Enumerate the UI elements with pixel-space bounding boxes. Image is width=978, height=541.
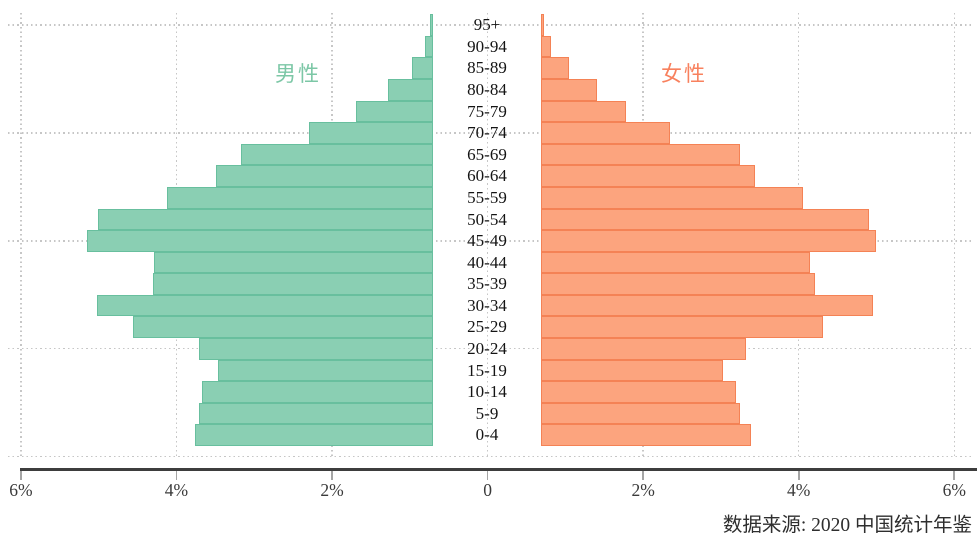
- male-bar: [309, 122, 434, 144]
- female-bar: [540, 316, 823, 338]
- male-bar: [152, 273, 434, 295]
- x-axis-tick: [175, 471, 178, 480]
- female-bar: [540, 14, 545, 36]
- age-group-label: 60-64: [467, 166, 507, 186]
- male-bar: [240, 143, 434, 166]
- x-tick-label: 0: [483, 480, 492, 500]
- female-bar: [540, 251, 810, 274]
- male-bar: [218, 359, 434, 382]
- gridline-vertical: [20, 13, 22, 457]
- age-group-label: 10-14: [467, 382, 507, 402]
- age-group-label: 90-94: [467, 36, 507, 56]
- age-group-label: 55-59: [467, 187, 507, 207]
- male-bar: [154, 251, 434, 274]
- age-group-label: 0-4: [475, 425, 499, 445]
- age-group-label: 80-84: [467, 80, 507, 100]
- x-tick-label: 6%: [942, 480, 966, 500]
- x-tick-label: 4%: [787, 480, 811, 500]
- age-group-label: 40-44: [467, 252, 507, 272]
- x-axis-line: [20, 468, 977, 472]
- female-bar: [540, 294, 874, 317]
- x-axis-tick: [331, 471, 333, 480]
- male-bar: [167, 186, 434, 209]
- gridline-horizontal: [8, 240, 973, 242]
- male-bar: [388, 79, 434, 101]
- female-bar: [540, 35, 551, 58]
- female-bar: [540, 143, 741, 166]
- male-bar: [98, 208, 434, 231]
- female-bar: [540, 424, 751, 446]
- x-axis-tick: [20, 471, 22, 480]
- age-group-label: 45-49: [467, 231, 507, 251]
- female-bar: [540, 208, 869, 231]
- source-note: 数据来源: 2020 中国统计年鉴: [722, 515, 972, 536]
- x-tick-label: 2%: [320, 480, 344, 500]
- female-bar: [540, 79, 598, 101]
- age-group-label: 15-19: [467, 360, 507, 380]
- x-axis-tick: [486, 471, 489, 480]
- age-group-label: 50-54: [467, 209, 507, 229]
- female-bar: [540, 230, 876, 252]
- male-bar: [199, 338, 434, 360]
- age-group-label: 5-9: [475, 403, 499, 423]
- gridline-horizontal: [8, 455, 973, 458]
- female-series-label: 女性: [661, 62, 707, 86]
- x-tick-label: 2%: [631, 480, 655, 500]
- female-bar: [540, 359, 723, 382]
- x-tick-label: 4%: [164, 480, 189, 500]
- age-group-label: 25-29: [467, 317, 507, 337]
- female-bar: [540, 165, 756, 187]
- male-bar: [356, 100, 434, 123]
- gridline-horizontal: [8, 24, 973, 26]
- female-bar: [540, 402, 740, 425]
- age-group-label: 20-24: [467, 339, 507, 358]
- female-bar: [540, 122, 671, 144]
- male-bar: [424, 35, 434, 58]
- x-axis-tick: [797, 471, 800, 480]
- female-bar: [540, 100, 627, 123]
- x-tick-label: 6%: [9, 480, 33, 500]
- age-group-label: 95+: [473, 15, 501, 35]
- age-group-label: 85-89: [467, 58, 507, 78]
- female-bar: [540, 273, 816, 295]
- male-bar: [411, 57, 434, 80]
- male-series-label: 男性: [275, 62, 321, 86]
- age-group-label: 65-69: [467, 144, 507, 164]
- male-bar: [199, 402, 434, 425]
- age-group-label: 30-34: [467, 295, 507, 315]
- female-bar: [540, 381, 736, 403]
- x-axis-tick: [953, 471, 956, 480]
- male-bar: [429, 14, 434, 36]
- male-bar: [202, 381, 434, 403]
- age-group-label: 75-79: [467, 101, 507, 121]
- age-group-label: 70-74: [467, 123, 507, 143]
- female-bar: [540, 186, 804, 209]
- gridline-vertical: [486, 13, 489, 457]
- x-axis-tick: [642, 471, 644, 480]
- male-bar: [97, 294, 434, 317]
- female-bar: [540, 338, 746, 360]
- gridline-vertical: [953, 13, 955, 457]
- male-bar: [133, 316, 434, 338]
- male-bar: [194, 424, 434, 446]
- gridline-horizontal: [8, 348, 973, 350]
- age-group-label: 35-39: [467, 274, 507, 294]
- male-bar: [86, 230, 434, 252]
- female-bar: [540, 57, 570, 80]
- gridline-horizontal: [8, 132, 973, 134]
- male-bar: [216, 165, 434, 187]
